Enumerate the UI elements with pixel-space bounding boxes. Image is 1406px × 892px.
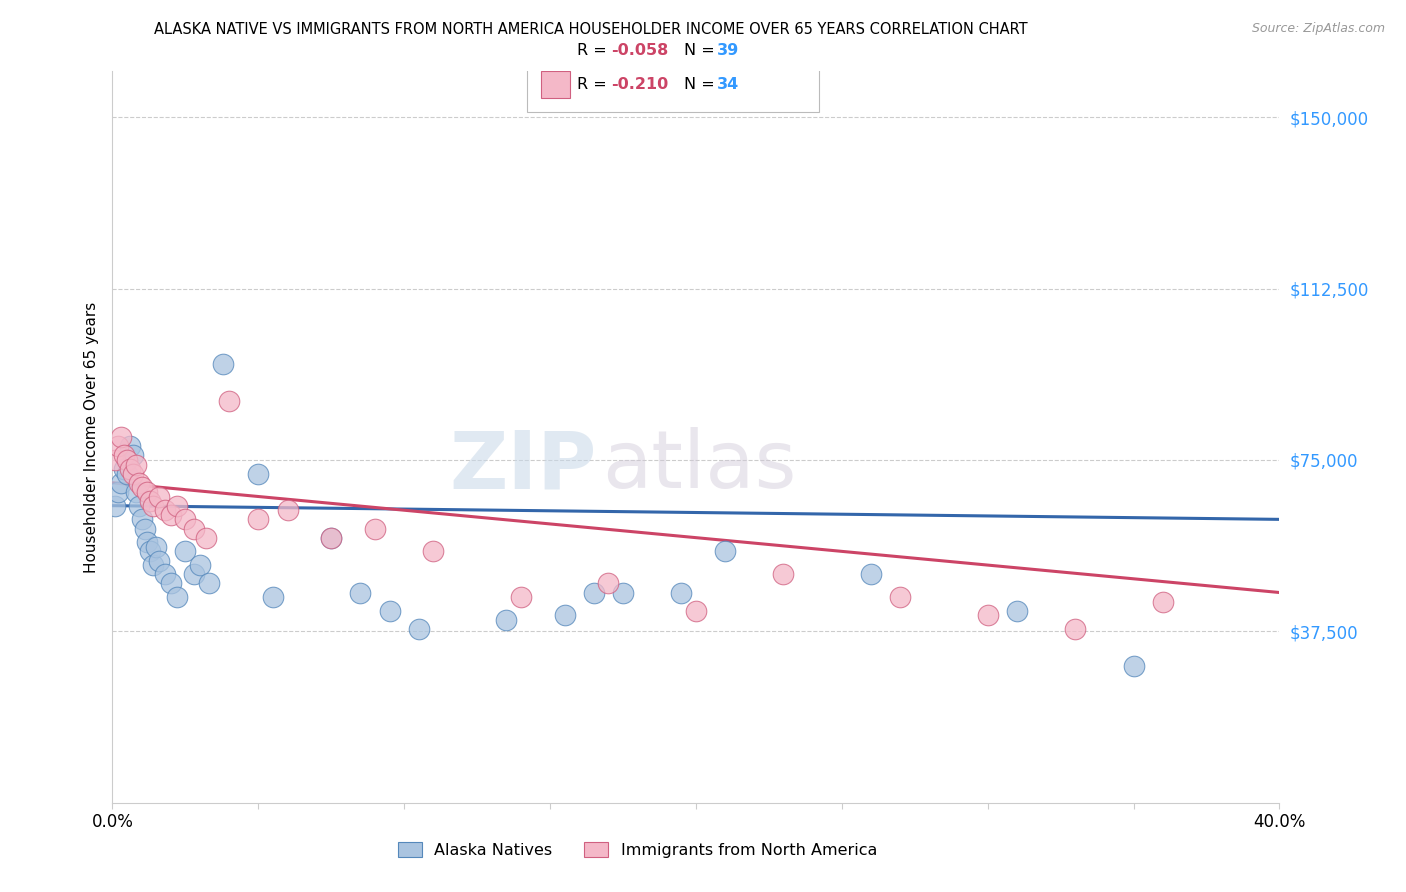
Point [166, 590, 188, 604]
Point [136, 535, 159, 549]
Text: Source: ZipAtlas.com: Source: ZipAtlas.com [1251, 22, 1385, 36]
Point [247, 512, 270, 526]
Point [408, 622, 430, 636]
Point [598, 576, 620, 591]
Point [153, 567, 176, 582]
Point [174, 512, 197, 526]
Point [107, 439, 129, 453]
Point [148, 553, 170, 567]
Point [139, 494, 162, 508]
Point [1152, 594, 1174, 608]
Point [125, 458, 148, 472]
Point [1005, 604, 1028, 618]
Point [142, 499, 165, 513]
Point [142, 558, 165, 573]
Point [112, 462, 135, 476]
Point [321, 531, 343, 545]
Point [136, 484, 159, 499]
Legend: Alaska Natives, Immigrants from North America: Alaska Natives, Immigrants from North Am… [391, 836, 884, 864]
Text: R =: R = [576, 77, 612, 92]
Point [509, 590, 531, 604]
Point [115, 467, 138, 481]
Point [125, 484, 148, 499]
Point [321, 531, 343, 545]
Text: 34: 34 [717, 77, 740, 92]
Bar [541, 70, 569, 98]
Point [212, 357, 235, 371]
Point [1064, 622, 1087, 636]
Point [582, 585, 605, 599]
Point [160, 508, 183, 522]
Point [276, 503, 298, 517]
Point [714, 544, 737, 558]
Text: 39: 39 [717, 43, 740, 58]
Text: N =: N = [685, 77, 720, 92]
Point [134, 521, 156, 535]
Point [128, 499, 150, 513]
Point [612, 585, 634, 599]
Point [183, 521, 205, 535]
Point [554, 608, 576, 623]
Text: -0.058: -0.058 [610, 43, 668, 58]
Point [422, 544, 444, 558]
Y-axis label: Householder Income Over 65 years: Householder Income Over 65 years [83, 301, 98, 573]
Text: atlas: atlas [603, 427, 797, 506]
Point [118, 462, 141, 476]
Point [115, 453, 138, 467]
Point [112, 448, 135, 462]
Point [110, 430, 132, 444]
Point [194, 531, 217, 545]
Point [889, 590, 911, 604]
Point [122, 467, 145, 481]
Point [128, 475, 150, 490]
FancyBboxPatch shape [527, 28, 818, 112]
Point [247, 467, 270, 481]
Point [131, 512, 153, 526]
Point [197, 576, 219, 591]
Point [183, 567, 205, 582]
Point [495, 613, 517, 627]
Point [772, 567, 794, 582]
Point [104, 499, 127, 513]
Point [148, 490, 170, 504]
Point [218, 393, 240, 408]
Point [1122, 658, 1144, 673]
Point [153, 503, 176, 517]
Point [110, 475, 132, 490]
Text: ZIP: ZIP [450, 427, 596, 506]
Text: -0.210: -0.210 [610, 77, 668, 92]
Point [671, 585, 693, 599]
Point [378, 604, 401, 618]
Point [262, 590, 284, 604]
Point [364, 521, 387, 535]
Bar [541, 37, 569, 64]
Point [976, 608, 998, 623]
Point [118, 439, 141, 453]
Point [131, 480, 153, 494]
Point [188, 558, 211, 573]
Text: ALASKA NATIVE VS IMMIGRANTS FROM NORTH AMERICA HOUSEHOLDER INCOME OVER 65 YEARS : ALASKA NATIVE VS IMMIGRANTS FROM NORTH A… [153, 22, 1028, 37]
Point [139, 544, 162, 558]
Point [174, 544, 197, 558]
Point [145, 540, 167, 554]
Point [349, 585, 371, 599]
Point [685, 604, 707, 618]
Point [166, 499, 188, 513]
Point [122, 448, 145, 462]
Point [860, 567, 883, 582]
Point [160, 576, 183, 591]
Text: R =: R = [576, 43, 612, 58]
Point [107, 484, 129, 499]
Point [104, 453, 127, 467]
Text: N =: N = [685, 43, 720, 58]
